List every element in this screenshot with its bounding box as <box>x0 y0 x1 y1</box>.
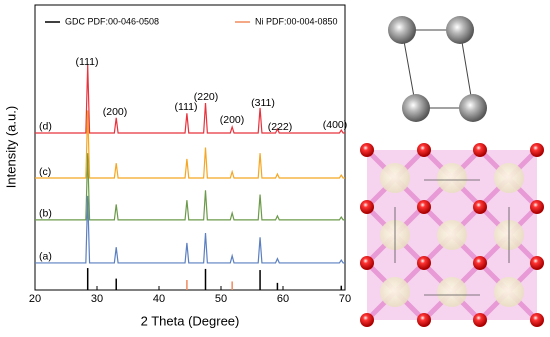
peak-label: (200) <box>103 106 128 118</box>
x-tick-label: 30 <box>91 293 103 305</box>
series-label: (d) <box>39 121 52 133</box>
peak-label: (111) <box>76 56 99 68</box>
gdc-structure <box>360 143 544 327</box>
legend-label: Ni PDF:00-004-0850 <box>255 16 338 26</box>
peak-label: (400) <box>323 119 348 131</box>
x-tick-label: 20 <box>29 293 41 305</box>
peak-label: (111) <box>175 101 198 113</box>
ni-structure <box>388 16 487 122</box>
peak-label: (222) <box>268 121 293 133</box>
xrd-pattern <box>35 153 345 221</box>
x-tick-label: 60 <box>277 293 289 305</box>
xrd-pattern <box>35 195 345 264</box>
legend-label: GDC PDF:00-046-0508 <box>65 16 159 26</box>
x-axis-title: 2 Theta (Degree) <box>141 313 240 328</box>
peak-label: (200) <box>220 114 245 126</box>
peak-label: (311) <box>251 97 275 109</box>
y-axis-title: Intensity (a.u.) <box>3 106 18 188</box>
x-tick-label: 70 <box>339 293 351 305</box>
x-tick-label: 40 <box>153 293 165 305</box>
xrd-pattern <box>35 64 345 134</box>
plot-frame <box>34 4 346 291</box>
x-tick-label: 50 <box>215 293 227 305</box>
series-label: (b) <box>39 208 52 220</box>
series-label: (c) <box>39 166 51 178</box>
peak-label: (220) <box>194 91 219 103</box>
series-label: (a) <box>39 251 52 263</box>
xrd-pattern <box>35 110 345 179</box>
